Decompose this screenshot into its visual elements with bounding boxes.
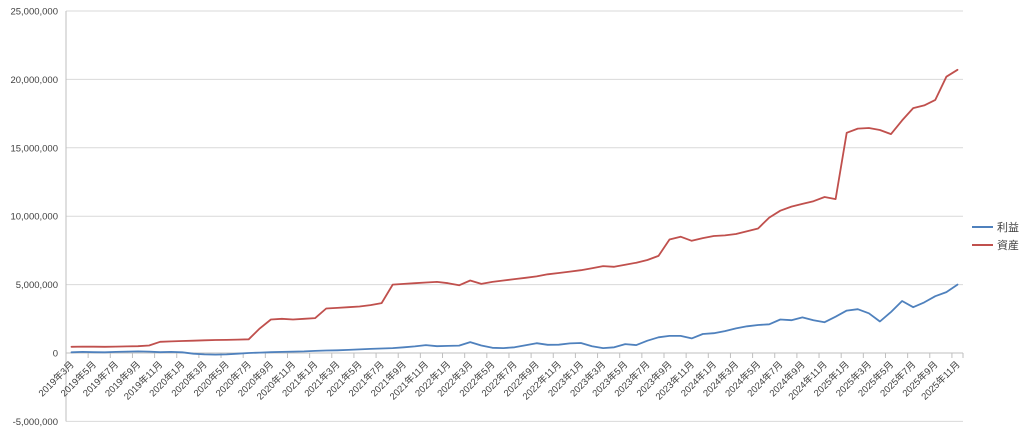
y-tick-label: 15,000,000 bbox=[10, 143, 58, 154]
x-axis-ticks bbox=[65, 353, 964, 358]
y-tick-label: 5,000,000 bbox=[16, 280, 58, 291]
x-axis-tick-labels: 2019年3月2019年5月2019年7月2019年9月2019年11月2020… bbox=[36, 359, 963, 403]
y-tick-label: 20,000,000 bbox=[10, 75, 58, 86]
y-tick-label: 10,000,000 bbox=[10, 212, 58, 223]
asset-line bbox=[70, 68, 959, 348]
profit-line-swatch bbox=[972, 226, 993, 228]
profit-line bbox=[70, 283, 959, 356]
y-tick-label: 0 bbox=[53, 349, 58, 360]
y-axis-tick-labels: 25,000,000 20,000,000 15,000,000 10,000,000… bbox=[10, 7, 58, 428]
legend: 利益 資産 bbox=[972, 218, 1019, 254]
legend-label-profit: 利益 bbox=[997, 222, 1019, 234]
legend-item-asset: 資産 bbox=[972, 236, 1019, 254]
y-tick-label: 25,000,000 bbox=[10, 7, 58, 18]
asset-line-swatch bbox=[972, 244, 993, 246]
legend-item-profit: 利益 bbox=[972, 218, 1019, 236]
y-tick-label: -5,000,000 bbox=[13, 417, 58, 428]
legend-label-asset: 資産 bbox=[997, 240, 1019, 252]
